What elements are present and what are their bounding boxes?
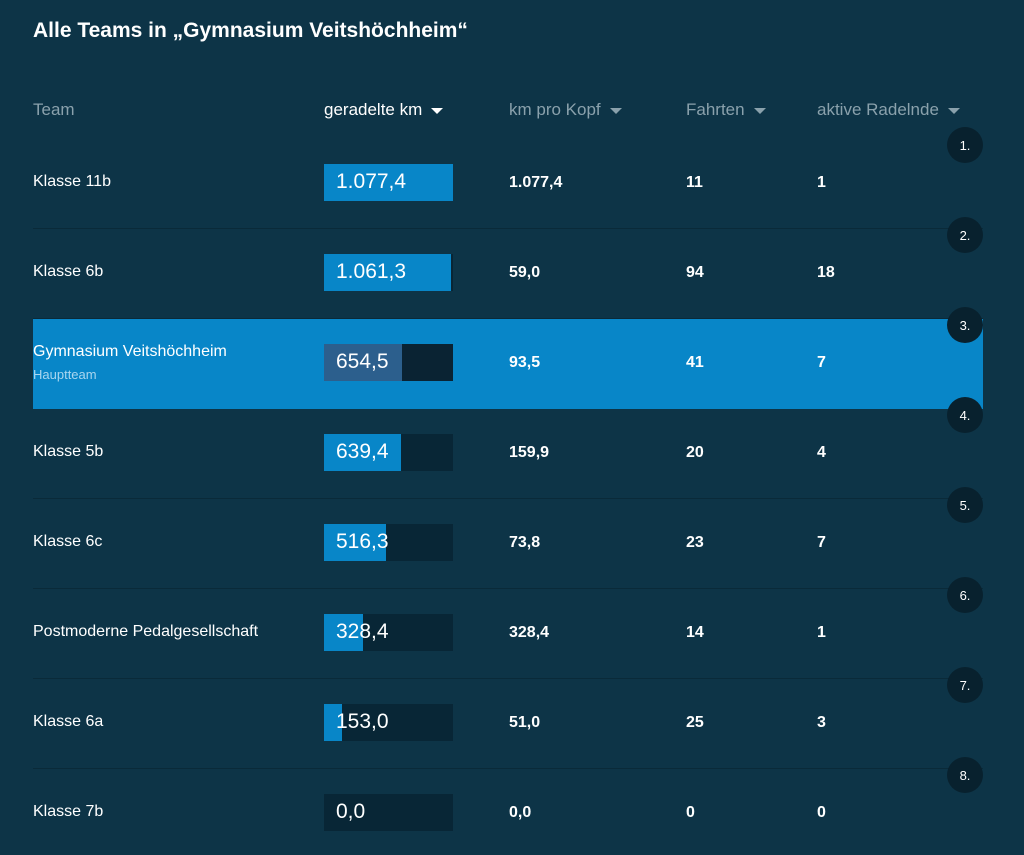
table-row[interactable]: Klasse 6a 153,0 51,0 25 3 7. xyxy=(33,667,983,769)
rank-badge: 6. xyxy=(947,577,983,613)
team-name: Gymnasium Veitshöchheim xyxy=(33,343,227,360)
km-bar-fill xyxy=(324,254,452,291)
km-per-head-value: 0,0 xyxy=(509,804,532,821)
active-value: 1 xyxy=(817,624,826,641)
rank-badge: 3. xyxy=(947,307,983,343)
sort-by-km-button[interactable]: geradelte km xyxy=(324,100,444,120)
trips-value: 41 xyxy=(686,354,704,371)
team-name: Klasse 11b xyxy=(33,173,111,190)
table-row[interactable]: Klasse 5b 639,4 159,9 20 4 4. xyxy=(33,397,983,499)
team-name: Klasse 6b xyxy=(33,263,104,280)
sort-caret-icon xyxy=(609,108,622,114)
trips-value: 25 xyxy=(686,714,704,731)
km-bar: 153,0 xyxy=(324,704,453,741)
km-bar: 328,4 xyxy=(324,614,453,651)
km-value: 0,0 xyxy=(336,800,366,823)
trips-value: 11 xyxy=(686,174,703,191)
km-value: 654,5 xyxy=(336,350,389,373)
team-name: Klasse 7b xyxy=(33,803,104,820)
rank-badge: 2. xyxy=(947,217,983,253)
km-per-head-value: 93,5 xyxy=(509,354,541,371)
column-header-trips-label: Fahrten xyxy=(686,100,745,119)
active-value: 7 xyxy=(817,354,826,371)
km-per-head-value: 73,8 xyxy=(509,534,541,551)
trips-value: 20 xyxy=(686,444,704,461)
km-value: 153,0 xyxy=(336,710,389,733)
km-bar: 1.061,3 xyxy=(324,254,453,291)
km-bar: 654,5 xyxy=(324,344,453,381)
teams-table-body: Klasse 11b 1.077,4 1.077,4 11 1 1. Klass… xyxy=(33,127,983,855)
km-per-head-value: 159,9 xyxy=(509,444,550,461)
table-row[interactable]: Postmoderne Pedalgesellschaft 328,4 328,… xyxy=(33,577,983,679)
km-bar: 1.077,4 xyxy=(324,164,453,201)
trips-value: 0 xyxy=(686,804,695,821)
km-bar: 639,4 xyxy=(324,434,453,471)
trips-value: 14 xyxy=(686,624,704,641)
km-value: 639,4 xyxy=(336,440,389,463)
km-bar-fill xyxy=(324,704,343,741)
sort-caret-icon xyxy=(753,108,766,114)
column-header-team-label: Team xyxy=(33,100,75,119)
column-header-km-per-head-label: km pro Kopf xyxy=(509,100,601,119)
trips-value: 23 xyxy=(686,534,704,551)
active-value: 4 xyxy=(817,444,826,461)
active-value: 7 xyxy=(817,534,826,551)
table-row[interactable]: Klasse 7b 0,0 0,0 0 0 8. xyxy=(33,757,983,855)
sort-caret-icon xyxy=(431,108,444,114)
table-row-main-team[interactable]: Gymnasium Veitshöchheim Hauptteam 654,5 … xyxy=(33,307,983,409)
rank-badge: 4. xyxy=(947,397,983,433)
km-per-head-value: 59,0 xyxy=(509,264,541,281)
active-value: 3 xyxy=(817,714,826,731)
sort-by-trips-button[interactable]: Fahrten xyxy=(686,100,766,120)
rank-badge: 5. xyxy=(947,487,983,523)
column-header-active-label: aktive Radelnde xyxy=(817,100,939,119)
page-title: Alle Teams in „Gymnasium Veitshöchheim“ xyxy=(33,19,468,42)
km-value: 328,4 xyxy=(336,620,389,643)
km-bar: 516,3 xyxy=(324,524,453,561)
team-name: Klasse 6c xyxy=(33,533,103,550)
team-subtitle: Hauptteam xyxy=(33,367,97,382)
km-bar-fill xyxy=(324,344,403,381)
rank-badge: 7. xyxy=(947,667,983,703)
team-name: Klasse 5b xyxy=(33,443,104,460)
km-per-head-value: 1.077,4 xyxy=(509,174,563,191)
km-bar: 0,0 xyxy=(324,794,453,831)
column-header-team: Team xyxy=(33,100,75,120)
km-value: 1.061,3 xyxy=(336,260,407,283)
km-bar-fill xyxy=(324,524,386,561)
sort-caret-icon xyxy=(947,108,960,114)
trips-value: 94 xyxy=(686,264,704,281)
rank-badge: 8. xyxy=(947,757,983,793)
km-bar-fill xyxy=(324,614,364,651)
rank-badge: 1. xyxy=(947,127,983,163)
sort-by-active-button[interactable]: aktive Radelnde xyxy=(817,100,960,120)
active-value: 0 xyxy=(817,804,826,821)
active-value: 18 xyxy=(817,264,835,281)
km-value: 516,3 xyxy=(336,530,389,553)
km-bar-fill xyxy=(324,164,453,201)
sort-by-km-per-head-button[interactable]: km pro Kopf xyxy=(509,100,622,120)
table-row[interactable]: Klasse 11b 1.077,4 1.077,4 11 1 1. xyxy=(33,127,983,229)
km-bar-fill xyxy=(324,434,401,471)
table-row[interactable]: Klasse 6c 516,3 73,8 23 7 5. xyxy=(33,487,983,589)
column-header-km-label: geradelte km xyxy=(324,100,423,119)
table-header: Team geradelte km km pro Kopf Fahrten ak… xyxy=(0,100,1024,126)
km-value: 1.077,4 xyxy=(336,170,407,193)
km-per-head-value: 51,0 xyxy=(509,714,541,731)
table-row[interactable]: Klasse 6b 1.061,3 59,0 94 18 2. xyxy=(33,217,983,319)
team-name: Klasse 6a xyxy=(33,713,104,730)
active-value: 1 xyxy=(817,174,826,191)
team-name: Postmoderne Pedalgesellschaft xyxy=(33,623,259,640)
km-per-head-value: 328,4 xyxy=(509,624,550,641)
